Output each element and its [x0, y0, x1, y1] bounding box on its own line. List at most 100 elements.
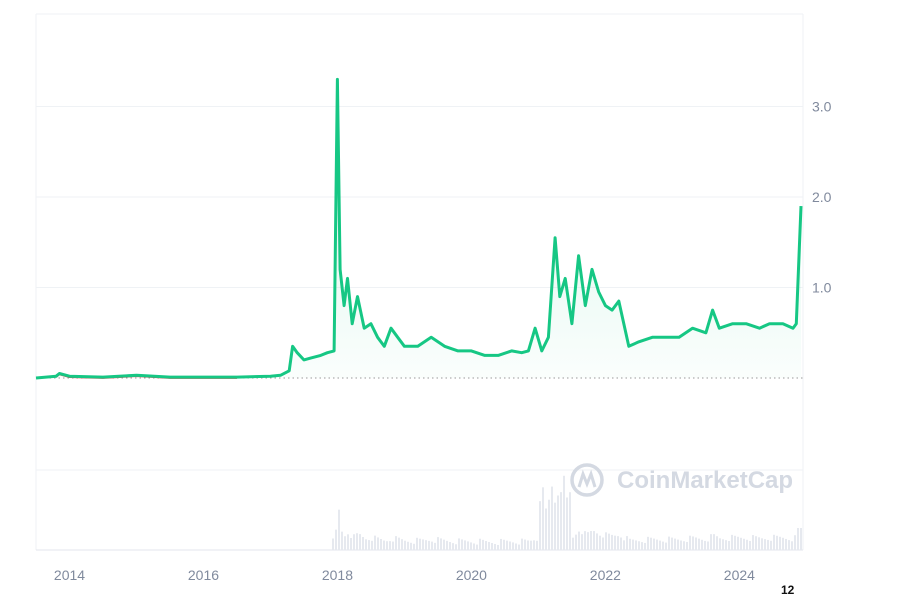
volume-bar	[632, 539, 634, 550]
volume-bar	[617, 536, 619, 550]
volume-bar	[776, 535, 778, 550]
volume-bar	[380, 539, 382, 550]
volume-bar	[353, 534, 355, 550]
volume-bar	[338, 509, 340, 550]
volume-bar	[395, 536, 397, 550]
volume-bar	[359, 534, 361, 550]
volume-bar	[356, 533, 358, 550]
volume-bar	[554, 502, 556, 550]
volume-bar	[365, 539, 367, 550]
y-tick-label: 2.0	[812, 189, 832, 205]
volume-bar	[410, 542, 412, 550]
x-axis: 2014 2016 2018 2020 2022 2024	[54, 567, 755, 583]
volume-bar	[383, 540, 385, 550]
volume-bar	[557, 495, 559, 550]
volume-bar	[572, 537, 574, 550]
volume-bar	[497, 545, 499, 550]
volume-bar	[671, 537, 673, 550]
volume-bar	[638, 541, 640, 550]
volume-bar	[719, 538, 721, 550]
volume-bar	[578, 531, 580, 550]
x-tick-label: 2018	[322, 567, 353, 583]
volume-bar	[764, 539, 766, 550]
volume-bar	[656, 539, 658, 550]
y-axis: 1.0 2.0 3.0	[812, 99, 832, 296]
volume-bar	[449, 541, 451, 550]
volume-bar	[740, 537, 742, 550]
volume-bar	[587, 532, 589, 550]
volume-bar	[680, 540, 682, 550]
volume-bar	[647, 536, 649, 550]
x-tick-label: 2022	[590, 567, 621, 583]
volume-bar	[575, 534, 577, 550]
volume-bar	[368, 540, 370, 550]
volume-bar	[527, 540, 529, 550]
volume-bar	[800, 528, 802, 550]
volume-bar	[767, 539, 769, 550]
volume-bar	[524, 539, 526, 550]
volume-bar	[371, 540, 373, 550]
volume-bar	[581, 534, 583, 550]
volume-bar	[749, 540, 751, 550]
volume-bar	[533, 540, 535, 550]
volume-bar	[716, 536, 718, 550]
volume-bar	[401, 539, 403, 550]
volume-bar	[392, 541, 394, 550]
volume-bar	[689, 535, 691, 550]
volume-bar	[458, 538, 460, 550]
volume-bar	[737, 536, 739, 550]
volume-bar	[662, 541, 664, 550]
volume-bar	[620, 537, 622, 550]
volume-bar	[791, 541, 793, 550]
volume-bar	[350, 538, 352, 550]
volume-bar	[797, 528, 799, 550]
volume-bar	[344, 536, 346, 550]
price-line	[35, 77, 803, 380]
volume-bar	[611, 534, 613, 550]
volume-bar	[782, 537, 784, 550]
volume-bar	[521, 538, 523, 550]
volume-bar	[491, 543, 493, 550]
volume-bar	[362, 536, 364, 550]
volume-bar	[407, 541, 409, 550]
volume-bar	[752, 535, 754, 550]
volume-bar	[485, 541, 487, 550]
volume-bar	[728, 541, 730, 550]
volume-bar	[479, 538, 481, 550]
volume-bar	[347, 534, 349, 550]
volume-bar	[734, 535, 736, 550]
volume-bar	[692, 536, 694, 550]
volume-bar	[659, 540, 661, 550]
volume-bar	[341, 531, 343, 550]
volume-bar	[482, 539, 484, 550]
volume-bar	[674, 538, 676, 550]
volume-bar	[419, 538, 421, 550]
volume-bar	[701, 539, 703, 550]
volume-bar	[467, 541, 469, 550]
x-tick-label: 2024	[724, 567, 755, 583]
volume-bar	[506, 540, 508, 550]
volume-bar	[461, 539, 463, 550]
volume-bar	[509, 541, 511, 550]
volume-bar	[512, 542, 514, 550]
volume-bar	[605, 532, 607, 550]
volume-bar	[389, 541, 391, 550]
volume-bar	[413, 543, 415, 550]
volume-bar	[536, 540, 538, 550]
volume-bar	[455, 544, 457, 550]
volume-bar	[464, 540, 466, 550]
volume-bar	[758, 537, 760, 550]
volume-bar	[563, 475, 565, 550]
corner-label: 12	[781, 583, 795, 597]
volume-bar	[755, 536, 757, 550]
volume-bar	[440, 538, 442, 550]
volume-bar	[665, 542, 667, 550]
x-tick-label: 2016	[188, 567, 219, 583]
volume-bar	[539, 501, 541, 550]
volume-bar	[404, 540, 406, 550]
x-tick-label: 2014	[54, 567, 85, 583]
volume-bar	[443, 539, 445, 550]
volume-bar	[731, 534, 733, 550]
volume-bar	[599, 535, 601, 550]
